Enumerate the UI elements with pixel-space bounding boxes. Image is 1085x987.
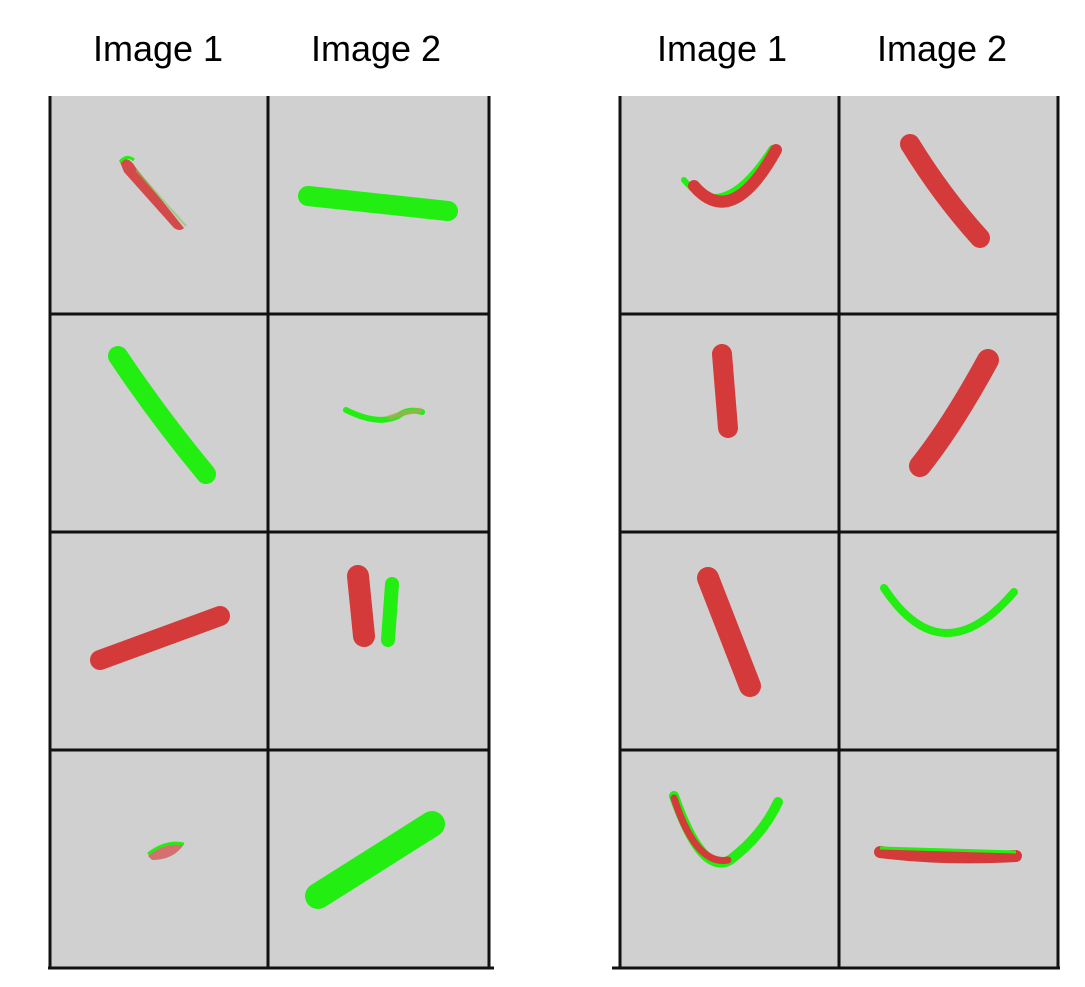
right-r2-c2-red-bar — [909, 349, 999, 477]
left-header-image-2: Image 2 — [310, 28, 442, 69]
right-r3-c2-green-arc — [880, 584, 1018, 637]
right-header-image-1: Image 1 — [656, 28, 788, 69]
left-r2-c1-green-bar — [108, 346, 216, 484]
left-panel — [48, 96, 494, 972]
right-r4-c2-red-green-line — [874, 846, 1022, 864]
left-grid — [48, 96, 494, 970]
left-r2-c2-green-red-curve — [343, 407, 425, 423]
right-r2-c1-red-bar — [712, 344, 738, 438]
right-grid — [612, 96, 1060, 970]
left-r4-c2-green-bar — [305, 811, 445, 909]
left-header-image-1: Image 1 — [92, 28, 224, 69]
right-r1-c2-red-bar — [900, 134, 990, 248]
right-header-image-2: Image 2 — [876, 28, 1008, 69]
left-r3-c2-red-green-folded — [347, 565, 399, 647]
left-r3-c1-red-bar — [90, 606, 230, 670]
left-r1-c2-green-bar — [298, 186, 458, 221]
right-panel — [612, 96, 1060, 972]
right-r1-c1-green-red-arc — [681, 144, 782, 208]
left-r4-c1-red-green-blob — [147, 841, 185, 860]
left-r1-c1-red-stroke — [118, 155, 187, 230]
right-r3-c1-red-bar — [697, 567, 761, 697]
right-r4-c1-red-green-u-curve — [669, 791, 783, 868]
